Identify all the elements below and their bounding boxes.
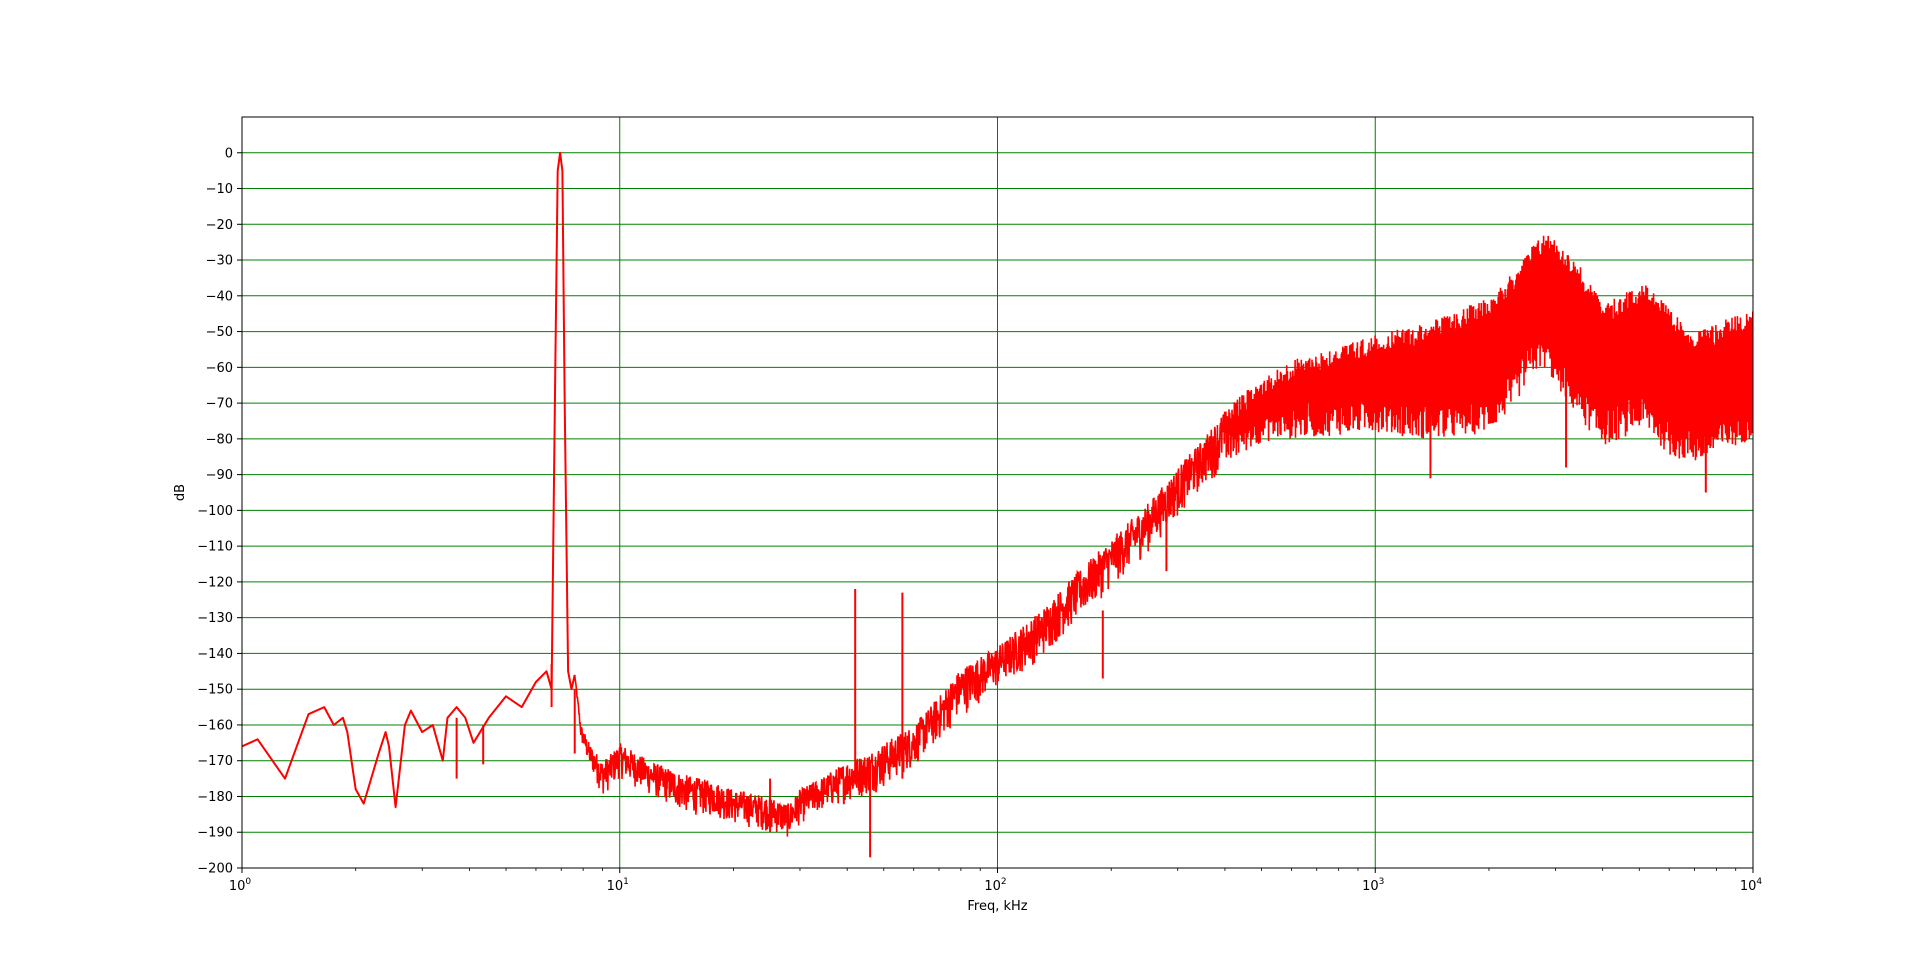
y-tick-label: −190 xyxy=(197,826,233,841)
y-tick-label: −30 xyxy=(206,254,233,269)
x-tick-label: 104 xyxy=(1740,877,1763,894)
y-tick-label: −20 xyxy=(206,218,233,233)
y-tick-label: −170 xyxy=(197,754,233,769)
y-tick-label: −160 xyxy=(197,718,233,733)
y-tick-label: −10 xyxy=(206,182,233,197)
y-tick-label: 0 xyxy=(225,146,233,161)
y-tick-label: −60 xyxy=(206,361,233,376)
y-tick-label: −200 xyxy=(197,862,233,877)
y-tick-label: −40 xyxy=(206,289,233,304)
grid xyxy=(242,117,1753,868)
x-axis-label: Freq, kHz xyxy=(967,899,1027,914)
x-tick-label: 101 xyxy=(607,877,629,894)
y-tick-label: −70 xyxy=(206,397,233,412)
spectrum-line-noise xyxy=(573,235,1753,837)
y-tick-label: −100 xyxy=(197,504,233,519)
y-tick-label: −180 xyxy=(197,790,233,805)
x-tick-label: 102 xyxy=(984,877,1006,894)
y-tick-label: −50 xyxy=(206,325,233,340)
x-axis-ticks: 100 101 102 103 104 xyxy=(229,868,1763,894)
series-layer xyxy=(242,151,1753,858)
plot-area xyxy=(242,151,1753,858)
x-tick-label: 103 xyxy=(1362,877,1384,894)
y-tick-label: −120 xyxy=(197,575,233,590)
y-tick-label: −90 xyxy=(206,468,233,483)
y-tick-label: −150 xyxy=(197,683,233,698)
y-tick-label: −110 xyxy=(197,540,233,555)
x-tick-label: 100 xyxy=(229,877,252,894)
y-axis-ticks: 0 −10 −20 −30 −40 −50 −60 −70 −80 −90 −100 −110 −120… xyxy=(197,146,242,877)
y-tick-label: −130 xyxy=(197,611,233,626)
y-tick-label: −80 xyxy=(206,432,233,447)
y-tick-label: −140 xyxy=(197,647,233,662)
y-axis-label: dB xyxy=(173,484,188,501)
spectrum-line-low xyxy=(242,151,576,809)
